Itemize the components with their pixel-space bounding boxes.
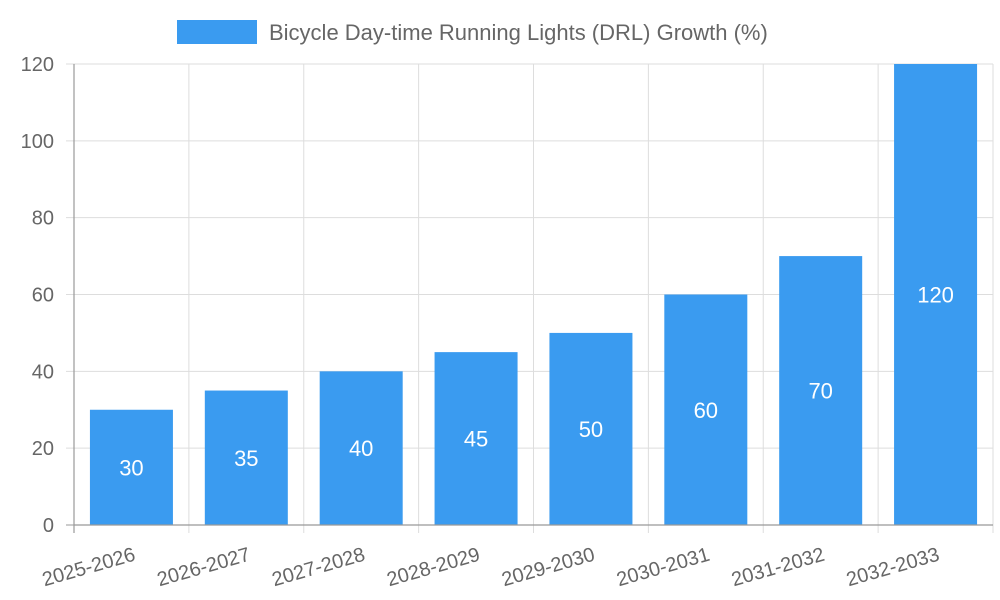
bar-value-label: 60 <box>694 398 718 423</box>
x-tick-label: 2030-2031 <box>614 544 712 592</box>
y-tick-label: 0 <box>43 515 54 537</box>
legend-label: Bicycle Day-time Running Lights (DRL) Gr… <box>269 20 768 45</box>
bar-value-label: 40 <box>349 436 373 461</box>
y-tick-label: 120 <box>21 54 54 76</box>
bar-value-label: 70 <box>808 379 832 404</box>
y-tick-label: 40 <box>32 361 54 383</box>
bar-value-label: 30 <box>119 455 143 480</box>
bar <box>434 352 518 525</box>
bar-value-label: 50 <box>579 417 603 442</box>
grid <box>66 63 994 533</box>
bar <box>319 371 403 525</box>
x-tick-label: 2028-2029 <box>384 544 482 592</box>
y-tick-label: 20 <box>32 438 54 460</box>
x-tick-label: 2032-2033 <box>844 544 942 592</box>
bar-value-label: 45 <box>464 427 488 452</box>
legend: Bicycle Day-time Running Lights (DRL) Gr… <box>177 20 768 45</box>
y-tick-label: 100 <box>21 131 54 153</box>
bar <box>779 256 863 525</box>
bar <box>204 390 288 525</box>
x-tick-label: 2025-2026 <box>40 544 138 592</box>
bar-value-label: 120 <box>917 283 954 308</box>
y-tick-label: 60 <box>32 285 54 307</box>
x-tick-label: 2027-2028 <box>270 544 368 592</box>
axes <box>73 64 993 533</box>
x-tick-label: 2029-2030 <box>499 544 597 592</box>
bars <box>89 64 978 525</box>
bar <box>89 409 173 525</box>
bar-value-label: 35 <box>234 446 258 471</box>
x-tick-label: 2026-2027 <box>155 544 253 592</box>
bar <box>664 294 748 525</box>
bar <box>894 64 978 525</box>
bar <box>549 332 633 525</box>
y-tick-label: 80 <box>32 208 54 230</box>
x-tick-label: 2031-2032 <box>729 544 827 592</box>
legend-swatch <box>177 20 257 44</box>
